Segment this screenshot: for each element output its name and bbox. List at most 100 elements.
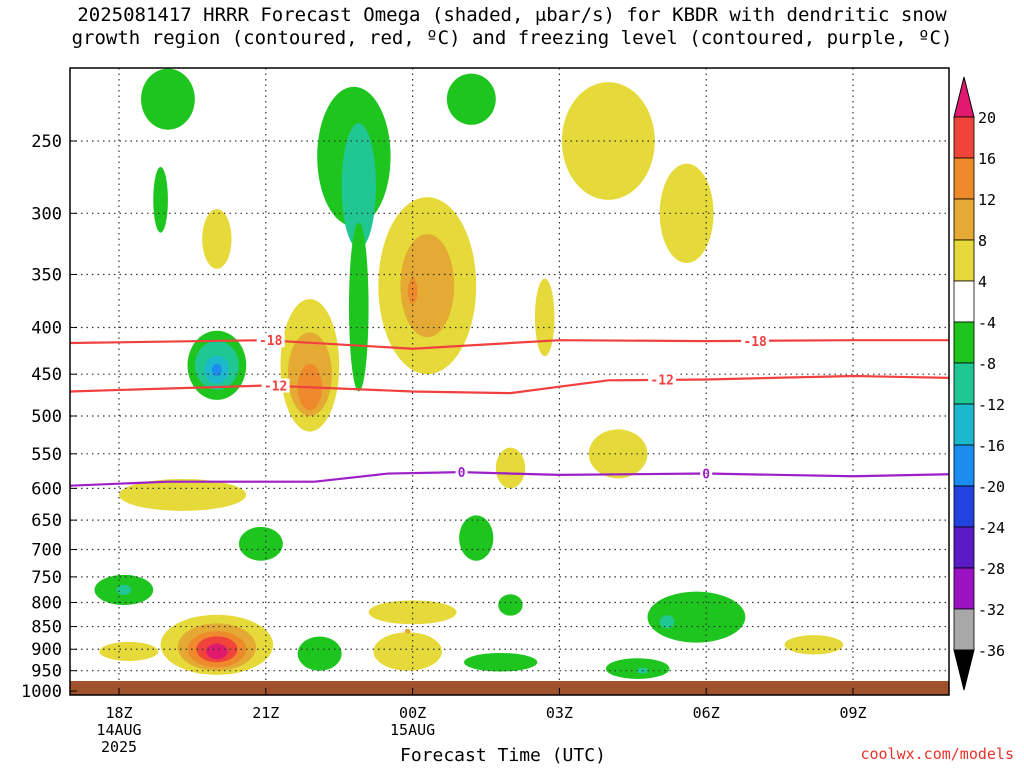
x-axis-label: Forecast Time (UTC)	[400, 745, 606, 766]
colorbar-segment	[953, 116, 975, 159]
colorbar-top-arrow	[953, 76, 975, 118]
colorbar-label: -16	[978, 437, 1005, 455]
x-tick-label: 21Z	[252, 704, 279, 722]
omega-shaded-region	[498, 594, 523, 616]
colorbar-label: -28	[978, 560, 1005, 578]
omega-shaded-region	[118, 478, 247, 511]
y-tick-label: 1000	[21, 682, 62, 702]
omega-shaded-region	[297, 636, 342, 671]
omega-shaded-region	[647, 591, 746, 643]
colorbar-label: 12	[978, 191, 996, 209]
colorbar-label: -8	[978, 355, 996, 373]
contour-label-bg	[648, 372, 677, 387]
contour-label-bg	[256, 333, 285, 348]
omega-shaded-region	[153, 167, 168, 233]
colorbar-label: -4	[978, 314, 996, 332]
colorbar-label: -12	[978, 396, 1005, 414]
omega-shaded-region	[348, 222, 369, 392]
omega-shaded-region	[99, 641, 159, 661]
chart-title: 2025081417 HRRR Forecast Omega (shaded, …	[0, 4, 1024, 50]
y-tick-label: 400	[31, 318, 62, 338]
colorbar-segment	[953, 526, 975, 569]
colorbar-segment	[953, 157, 975, 200]
y-tick-label: 950	[31, 662, 62, 682]
colorbar-segment	[953, 485, 975, 528]
contour-label-bg	[741, 334, 770, 349]
omega-shaded-region	[784, 635, 844, 655]
colorbar-segment	[953, 321, 975, 364]
omega-shaded-region	[605, 658, 670, 679]
y-tick-label: 850	[31, 618, 62, 638]
colorbar-label: -20	[978, 478, 1005, 496]
y-tick-label: 900	[31, 640, 62, 660]
x-tick-sublabel: 14AUG	[96, 721, 141, 739]
y-tick-label: 700	[31, 541, 62, 561]
omega-shaded-region	[238, 526, 283, 561]
x-tick-label: 06Z	[693, 704, 720, 722]
contour-label: 0	[702, 468, 710, 483]
colorbar-label: -24	[978, 519, 1005, 537]
y-tick-label: 550	[31, 445, 62, 465]
omega-shaded-region	[141, 68, 195, 130]
x-tick-sublabel: 15AUG	[390, 721, 435, 739]
contour-label: -18	[259, 334, 283, 349]
x-tick-sublabel: 2025	[101, 738, 137, 756]
omega-shaded-region	[368, 600, 457, 625]
x-tick-label: 18Z	[105, 704, 132, 722]
omega-shaded-region	[116, 584, 132, 595]
y-tick-label: 450	[31, 365, 62, 385]
omega-shaded-region	[404, 628, 411, 634]
omega-shaded-region	[459, 515, 494, 561]
colorbar-segment	[953, 280, 975, 323]
y-tick-label: 650	[31, 511, 62, 531]
omega-shaded-region	[407, 278, 418, 304]
colorbar-label: -36	[978, 642, 1005, 660]
colorbar-label: 8	[978, 232, 987, 250]
omega-shaded-region	[659, 615, 675, 629]
omega-shaded-region	[463, 652, 538, 672]
y-tick-label: 800	[31, 594, 62, 614]
y-tick-label: 250	[31, 132, 62, 152]
y-tick-label: 600	[31, 479, 62, 499]
omega-shaded-region	[495, 447, 526, 489]
contour-label: -12	[650, 373, 673, 388]
x-tick-label: 03Z	[546, 704, 573, 722]
contour-label-bg	[455, 465, 468, 480]
title-line-2: growth region (contoured, red, ºC) and f…	[71, 27, 953, 49]
plot-border	[69, 67, 950, 696]
colorbar-segment	[953, 444, 975, 487]
contour-label: -18	[743, 335, 767, 350]
colorbar-segment	[953, 362, 975, 405]
contour-label: 0	[458, 466, 466, 481]
x-tick-label: 09Z	[839, 704, 866, 722]
y-tick-label: 350	[31, 265, 62, 285]
y-tick-label: 500	[31, 407, 62, 427]
y-tick-label: 300	[31, 204, 62, 224]
colorbar-segment	[953, 567, 975, 610]
omega-shaded-region	[341, 123, 376, 249]
source-credit: coolwx.com/models	[860, 745, 1014, 763]
omega-shaded-region	[561, 82, 655, 200]
colorbar-segment	[953, 198, 975, 241]
omega-shaded-region	[534, 278, 555, 357]
colorbar-label: 16	[978, 150, 996, 168]
colorbar-segment	[953, 403, 975, 446]
colorbar-label: 4	[978, 273, 987, 291]
omega-shaded-region	[400, 234, 455, 338]
colorbar-segment	[953, 239, 975, 282]
contour-label-bg	[261, 378, 290, 393]
omega-shaded-region	[588, 429, 648, 479]
omega-shaded-region	[206, 643, 228, 660]
contour-label: -12	[264, 380, 287, 395]
contour-label-bg	[700, 466, 713, 481]
x-tick-label: 00Z	[399, 704, 426, 722]
colorbar-label: -32	[978, 601, 1005, 619]
colorbar-segment	[953, 608, 975, 651]
y-tick-label: 750	[31, 568, 62, 588]
terrain-strip	[70, 681, 949, 695]
omega-shaded-region	[202, 209, 232, 269]
colorbar-bottom-arrow	[953, 649, 975, 691]
omega-shaded-region	[373, 632, 442, 671]
contour-line	[70, 374, 949, 395]
